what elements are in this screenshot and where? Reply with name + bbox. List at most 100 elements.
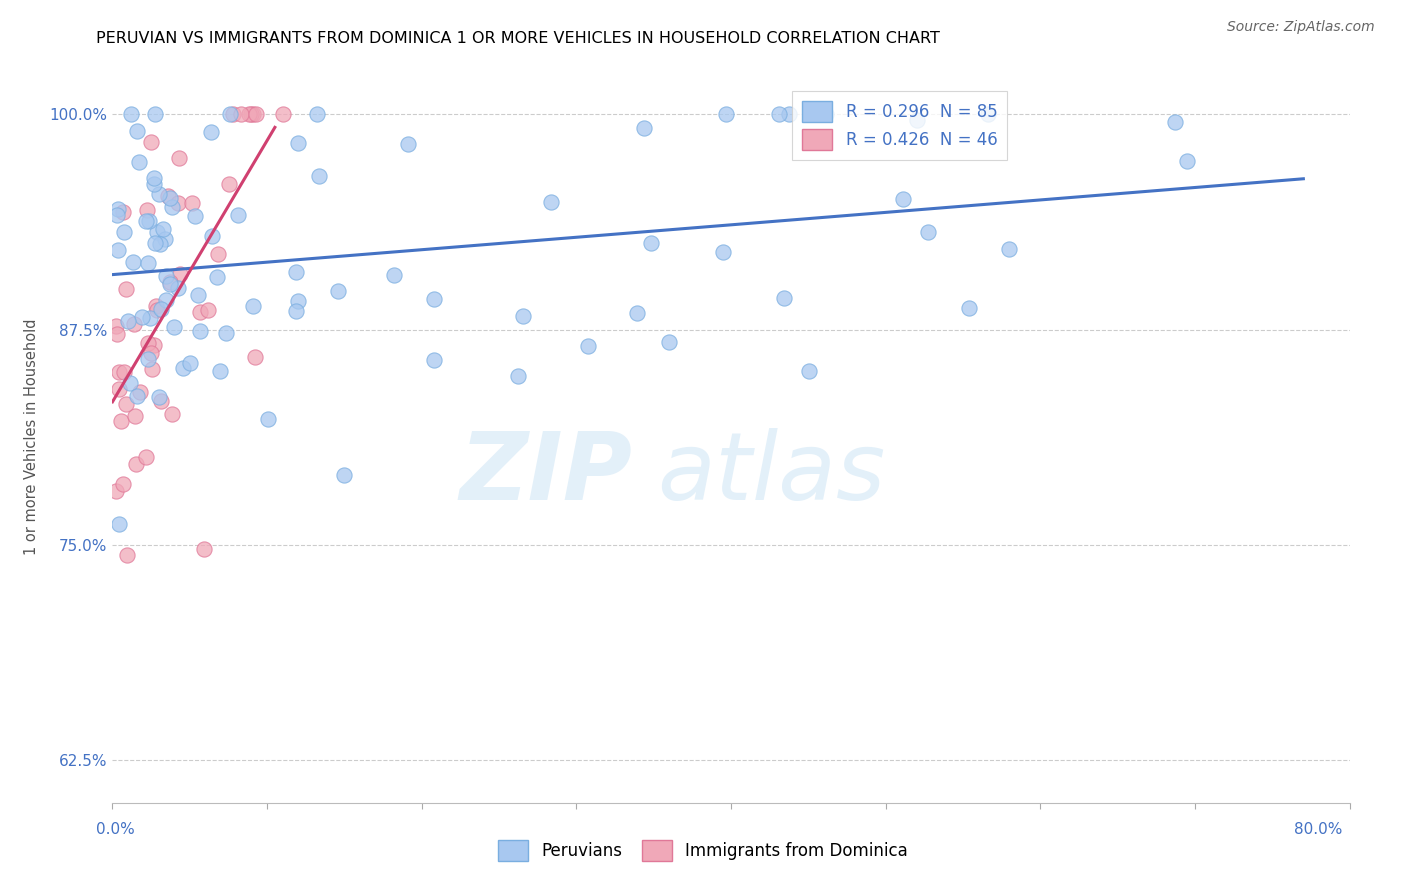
- Point: [658, 335, 681, 350]
- Point: [218, 177, 240, 191]
- Point: [148, 186, 170, 201]
- Point: [139, 135, 162, 149]
- Point: [287, 293, 309, 308]
- Point: [242, 107, 264, 121]
- Point: [184, 209, 207, 223]
- Point: [153, 231, 176, 245]
- Point: [640, 236, 662, 251]
- Point: [506, 369, 529, 384]
- Text: PERUVIAN VS IMMIGRANTS FROM DOMINICA 1 OR MORE VEHICLES IN HOUSEHOLD CORRELATION: PERUVIAN VS IMMIGRANTS FROM DOMINICA 1 O…: [96, 31, 939, 46]
- Point: [238, 107, 260, 121]
- Legend: Peruvians, Immigrants from Dominica: Peruvians, Immigrants from Dominica: [491, 833, 915, 868]
- Point: [155, 293, 177, 307]
- Point: [917, 226, 939, 240]
- Point: [127, 389, 149, 403]
- Point: [1175, 153, 1198, 168]
- Point: [110, 414, 132, 428]
- Point: [143, 107, 166, 121]
- Point: [112, 205, 135, 219]
- Text: ZIP: ZIP: [460, 427, 633, 520]
- Point: [215, 326, 238, 340]
- Point: [814, 107, 837, 121]
- Point: [218, 107, 240, 121]
- Text: 80.0%: 80.0%: [1295, 822, 1343, 837]
- Point: [228, 208, 250, 222]
- Point: [121, 254, 143, 268]
- Point: [112, 226, 135, 240]
- Point: [107, 365, 129, 379]
- Point: [384, 268, 406, 282]
- Point: [172, 360, 194, 375]
- Point: [540, 195, 562, 210]
- Point: [117, 314, 139, 328]
- Point: [423, 292, 446, 306]
- Point: [152, 221, 174, 235]
- Point: [105, 319, 128, 334]
- Point: [125, 124, 148, 138]
- Point: [139, 345, 162, 359]
- Point: [163, 320, 186, 334]
- Point: [141, 362, 163, 376]
- Point: [160, 407, 183, 421]
- Point: [146, 225, 169, 239]
- Point: [957, 301, 980, 315]
- Point: [136, 335, 159, 350]
- Point: [512, 309, 534, 323]
- Point: [998, 242, 1021, 256]
- Point: [799, 364, 821, 378]
- Point: [129, 384, 152, 399]
- Point: [711, 245, 734, 260]
- Point: [188, 305, 211, 319]
- Point: [159, 277, 181, 292]
- Point: [190, 324, 212, 338]
- Point: [135, 450, 157, 465]
- Point: [159, 275, 181, 289]
- Point: [333, 468, 356, 483]
- Point: [131, 310, 153, 324]
- Point: [179, 356, 201, 370]
- Point: [136, 351, 159, 366]
- Point: [307, 107, 329, 121]
- Point: [976, 107, 998, 121]
- Point: [222, 107, 245, 121]
- Point: [326, 284, 349, 298]
- Point: [107, 243, 129, 257]
- Point: [142, 177, 165, 191]
- Point: [112, 477, 135, 491]
- Text: Source: ZipAtlas.com: Source: ZipAtlas.com: [1227, 20, 1375, 34]
- Point: [768, 107, 790, 121]
- Point: [284, 265, 307, 279]
- Point: [149, 237, 172, 252]
- Point: [716, 107, 738, 121]
- Point: [396, 137, 419, 152]
- Point: [107, 202, 129, 216]
- Point: [128, 154, 150, 169]
- Point: [148, 390, 170, 404]
- Point: [201, 229, 224, 244]
- Point: [423, 353, 446, 368]
- Point: [105, 326, 128, 341]
- Point: [779, 107, 801, 121]
- Point: [308, 169, 330, 183]
- Point: [229, 107, 252, 121]
- Text: 0.0%: 0.0%: [96, 822, 135, 837]
- Point: [284, 304, 307, 318]
- Point: [114, 281, 136, 295]
- Point: [200, 125, 222, 139]
- Point: [138, 310, 160, 325]
- Point: [245, 350, 267, 364]
- Point: [245, 107, 267, 121]
- Point: [150, 301, 173, 316]
- Point: [891, 192, 914, 206]
- Point: [138, 213, 160, 227]
- Point: [112, 365, 135, 379]
- Point: [626, 306, 648, 320]
- Point: [155, 268, 177, 283]
- Point: [208, 364, 231, 378]
- Point: [576, 338, 599, 352]
- Point: [169, 267, 191, 281]
- Point: [124, 409, 146, 423]
- Point: [114, 397, 136, 411]
- Point: [145, 235, 167, 250]
- Point: [181, 195, 204, 210]
